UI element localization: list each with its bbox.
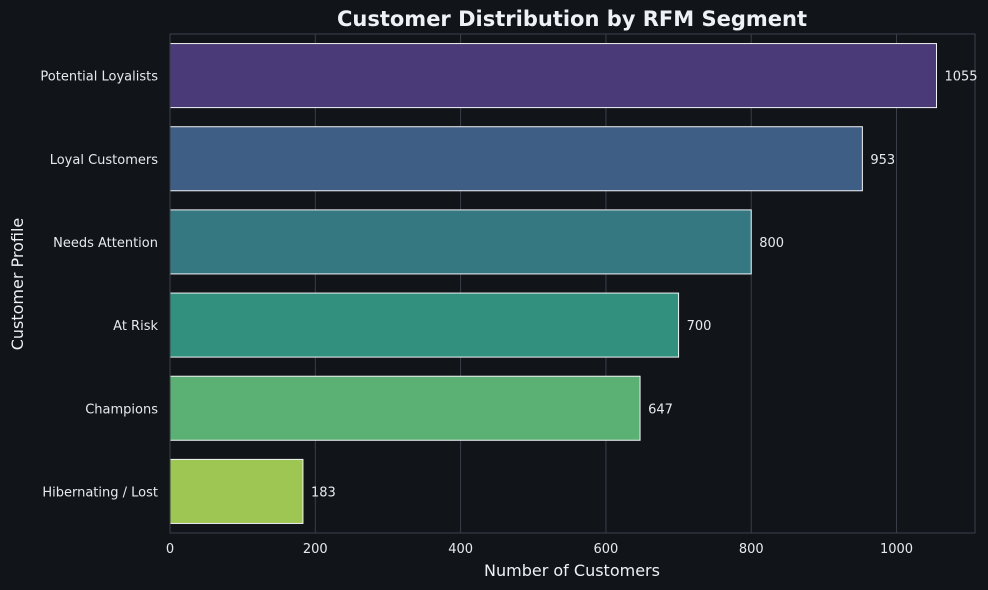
bar xyxy=(169,375,641,441)
ticks-layer: 0 200 400 600 800 1000 xyxy=(166,542,913,557)
y-tick-label: Champions xyxy=(85,402,158,417)
x-axis-label: Number of Customers xyxy=(484,561,660,580)
bar xyxy=(169,43,937,109)
bar xyxy=(169,209,752,275)
bar xyxy=(169,458,304,524)
y-tick-label: Hibernating / Lost xyxy=(42,485,158,500)
data-labels: 1055 953 800 700 647 183 xyxy=(311,70,978,501)
x-tick-label: 800 xyxy=(739,542,764,557)
y-tick-label: At Risk xyxy=(113,319,158,334)
bar-value-label: 183 xyxy=(311,485,336,500)
bar-value-label: 1055 xyxy=(944,70,977,85)
bar-value-label: 647 xyxy=(648,402,673,417)
x-tick-label: 200 xyxy=(303,542,328,557)
bar-value-label: 953 xyxy=(870,153,895,168)
x-tick-label: 400 xyxy=(448,542,473,557)
bar-value-label: 700 xyxy=(687,319,712,334)
y-tick-label: Potential Loyalists xyxy=(40,70,158,85)
bar xyxy=(169,292,680,358)
y-tick-label: Loyal Customers xyxy=(50,153,159,168)
x-tick-label: 1000 xyxy=(880,542,913,557)
x-tick-label: 0 xyxy=(166,542,174,557)
plot-frame xyxy=(169,33,976,534)
y-axis-label: Customer Profile xyxy=(8,218,27,351)
x-tick-label: 600 xyxy=(594,542,619,557)
category-labels: Potential Loyalists Loyal Customers Needs … xyxy=(40,70,158,501)
bar-value-label: 800 xyxy=(759,236,784,251)
bars-layer xyxy=(169,43,937,524)
bar xyxy=(169,126,863,192)
grid-layer xyxy=(314,34,898,533)
chart-title: Customer Distribution by RFM Segment xyxy=(337,7,807,31)
y-tick-label: Needs Attention xyxy=(53,236,158,251)
